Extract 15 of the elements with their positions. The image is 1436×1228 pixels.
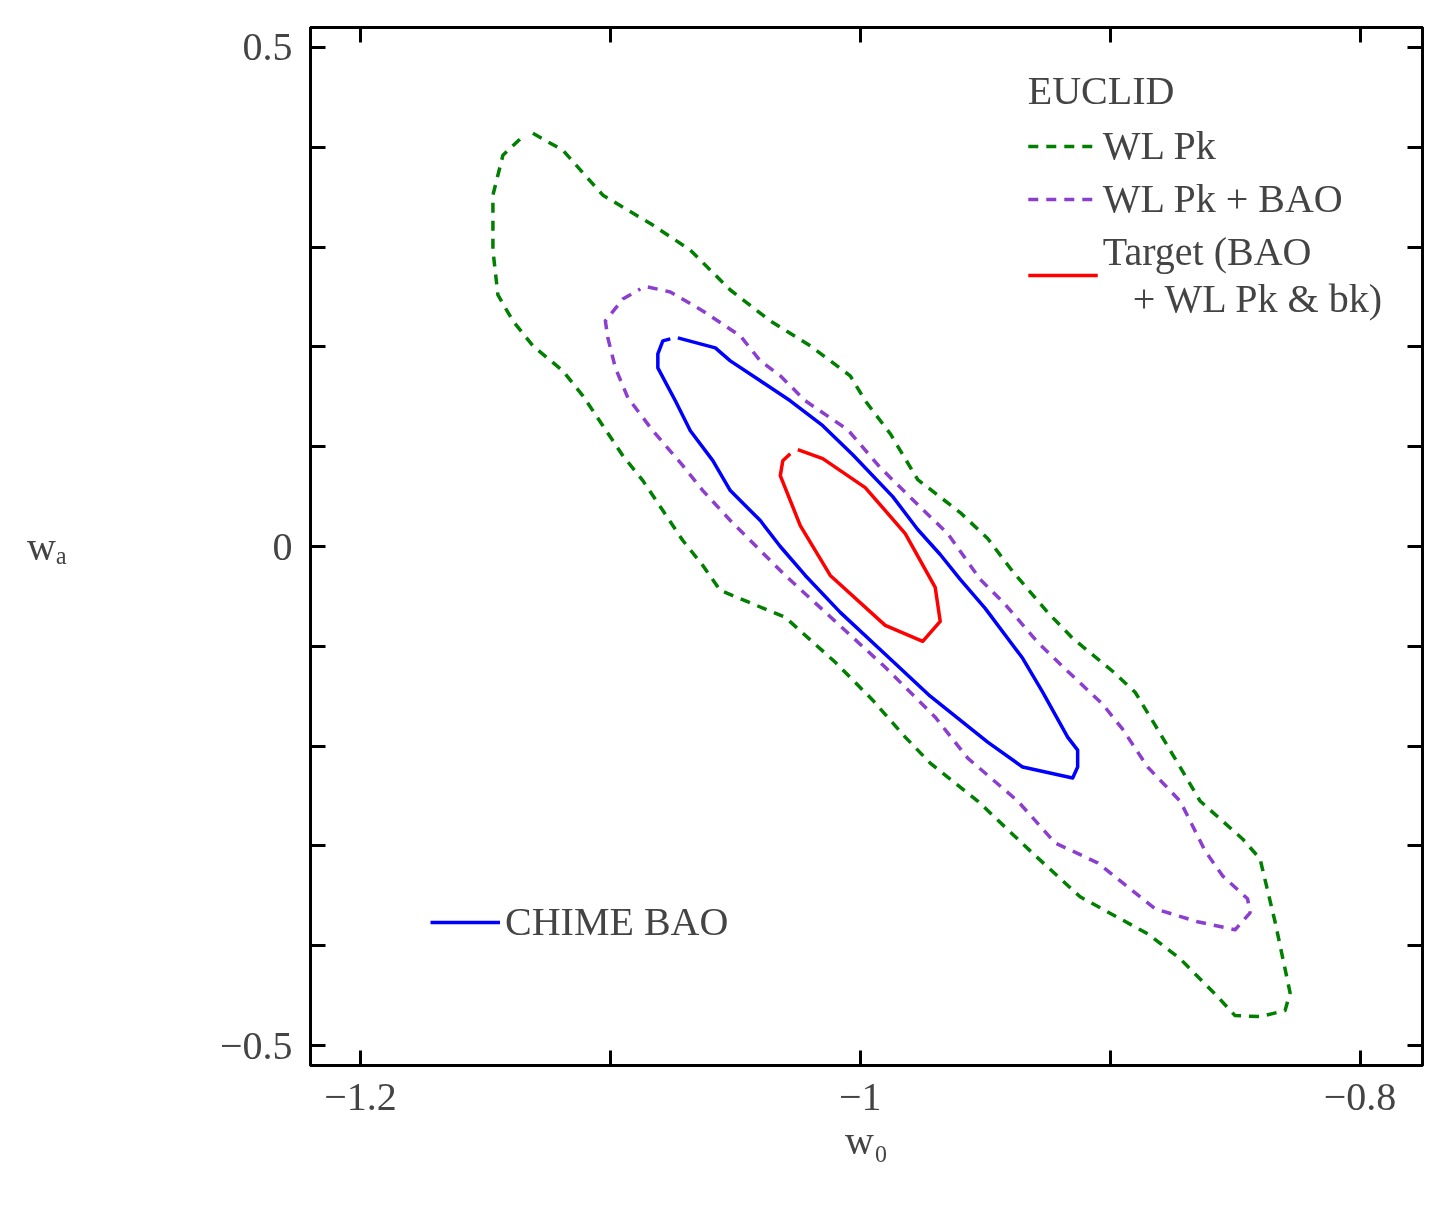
legend-label: CHIME BAO — [505, 898, 729, 945]
line-series — [656, 336, 1080, 780]
y-tick-label: 0.5 — [242, 24, 293, 70]
y-axis-title: wₐ — [27, 524, 67, 569]
x-tick-label: −1 — [838, 1073, 882, 1119]
x-tick-label: −1.2 — [324, 1073, 397, 1119]
legend-title: EUCLID — [1027, 67, 1176, 114]
x-axis-title: w₀ — [845, 1117, 888, 1163]
legend-label: Target (BAO + WL Pk & bk) — [1102, 228, 1382, 322]
y-tick-label: −0.5 — [219, 1022, 293, 1068]
x-tick-label: −0.8 — [1323, 1073, 1397, 1119]
legend-label: WL Pk + BAO — [1102, 175, 1343, 222]
line-series — [778, 447, 942, 644]
legend-label: WL Pk — [1102, 122, 1216, 169]
y-tick-label: 0 — [272, 523, 293, 569]
